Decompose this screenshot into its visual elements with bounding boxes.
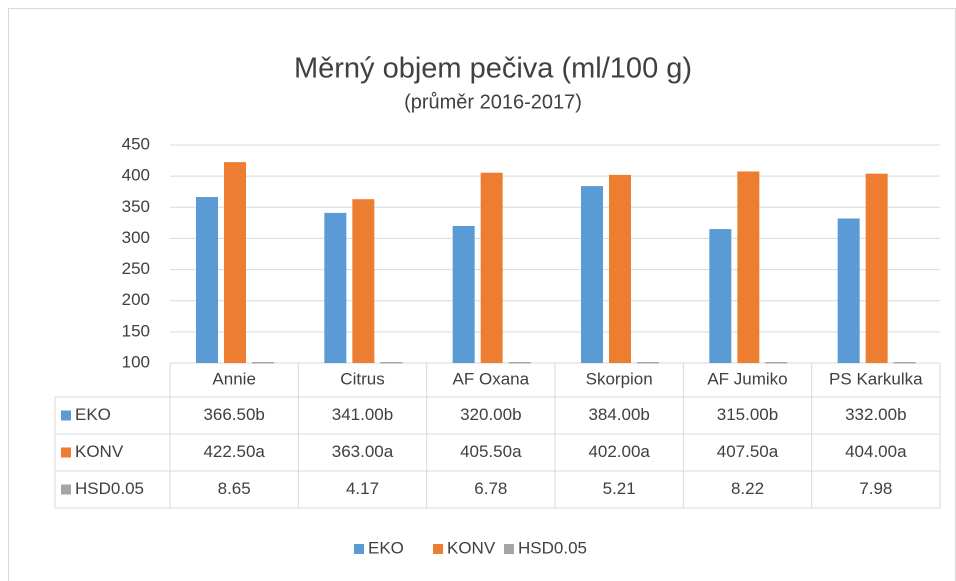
table-value: 384.00b: [588, 405, 649, 424]
bar: [737, 171, 760, 363]
table-value: 422.50a: [203, 442, 265, 461]
table-legend-key: [61, 484, 71, 495]
table-value: 320.00b: [460, 405, 521, 424]
y-tick-label: 100: [122, 352, 150, 371]
bar: [837, 218, 860, 363]
table-value: 363.00a: [332, 442, 394, 461]
y-tick-label: 350: [122, 197, 150, 216]
legend-label: KONV: [447, 538, 496, 557]
table-value: 8.65: [218, 479, 251, 498]
bar: [380, 362, 403, 364]
bar: [709, 229, 732, 363]
table-value: 402.00a: [588, 442, 650, 461]
table-value: 5.21: [603, 479, 636, 498]
table-value: 407.50a: [717, 442, 779, 461]
table-value: 405.50a: [460, 442, 522, 461]
table-value: 341.00b: [332, 405, 393, 424]
x-tick-label: Annie: [212, 369, 255, 388]
bar: [609, 174, 631, 363]
table-value: 332.00b: [845, 405, 906, 424]
table-value: 7.98: [859, 479, 892, 498]
bar: [637, 362, 659, 364]
table-value: 8.22: [731, 479, 764, 498]
y-tick-label: 150: [122, 321, 150, 340]
chart-subtitle: (průměr 2016-2017): [404, 91, 582, 113]
bar: [893, 362, 916, 364]
x-tick-label: AF Jumiko: [707, 369, 787, 388]
x-tick-label: PS Karkulka: [829, 369, 923, 388]
table-value: 6.78: [474, 479, 507, 498]
y-tick-label: 250: [122, 259, 150, 278]
bar: [452, 225, 475, 363]
bar: [252, 362, 274, 364]
y-tick-label: 450: [122, 134, 150, 153]
x-tick-label: AF Oxana: [453, 369, 530, 388]
x-tick-label: Citrus: [340, 369, 384, 388]
legend-key: [433, 544, 443, 554]
table-series-name: HSD0.05: [75, 479, 144, 498]
bar: [324, 212, 347, 363]
legend-key: [504, 544, 514, 554]
legend-label: EKO: [368, 538, 404, 557]
bar: [224, 162, 246, 363]
bar: [865, 173, 888, 363]
chart-title: Měrný objem pečiva (ml/100 g): [294, 53, 692, 85]
table-value: 4.17: [346, 479, 379, 498]
y-tick-label: 300: [122, 228, 150, 247]
legend-label: HSD0.05: [518, 538, 587, 557]
y-tick-label: 200: [122, 290, 150, 309]
bar: [196, 197, 218, 363]
bar: [765, 362, 788, 364]
table-legend-key: [61, 447, 71, 458]
table-value: 315.00b: [717, 405, 778, 424]
bar: [480, 172, 503, 363]
x-tick-label: Skorpion: [586, 369, 653, 388]
table-series-name: EKO: [75, 405, 111, 424]
bar: [508, 362, 531, 364]
bar: [352, 199, 375, 363]
table-value: 366.50b: [203, 405, 264, 424]
table-value: 404.00a: [845, 442, 907, 461]
table-series-name: KONV: [75, 442, 124, 461]
table-legend-key: [61, 410, 71, 421]
y-tick-label: 400: [122, 166, 150, 185]
bar: [581, 186, 603, 363]
legend-key: [354, 544, 364, 554]
